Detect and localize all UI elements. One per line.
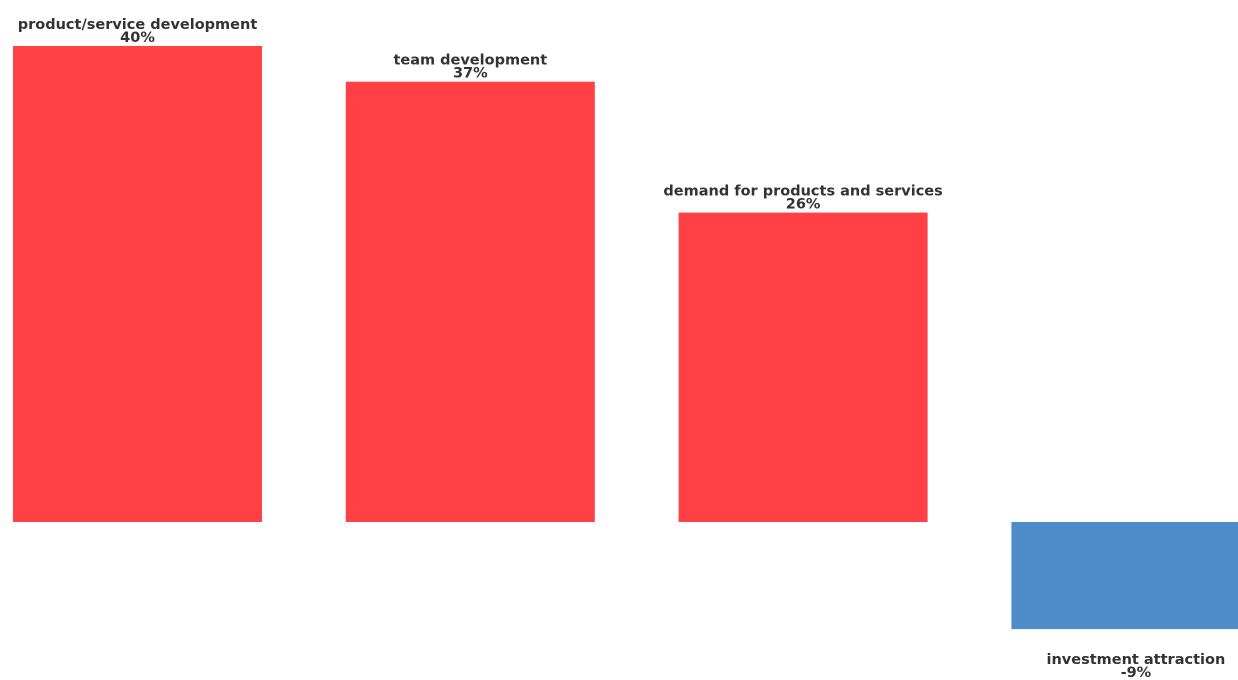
category-label-1: team development	[393, 53, 547, 69]
category-label-2: demand for products and services	[663, 184, 942, 200]
value-label-3: -9%	[1121, 665, 1152, 680]
bar-1	[345, 81, 595, 522]
value-label-0: 40%	[120, 30, 155, 46]
bar-0	[13, 46, 262, 522]
bars-group	[13, 46, 1238, 630]
category-label-0: product/service development	[18, 17, 258, 33]
value-label-1: 37%	[453, 66, 488, 82]
bar-2	[678, 212, 928, 522]
bar-3	[1011, 522, 1238, 630]
category-label-3: investment attraction	[1047, 652, 1226, 668]
value-label-2: 26%	[786, 197, 821, 213]
